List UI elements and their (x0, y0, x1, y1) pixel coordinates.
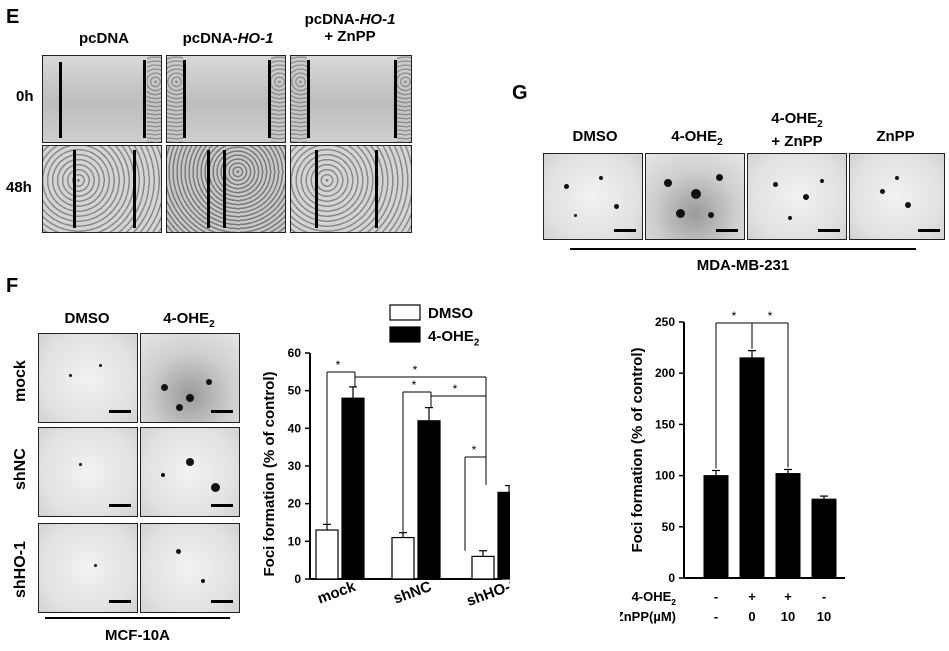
panel-g-cell-line: MDA-MB-231 (696, 257, 790, 274)
panel-f-cell-line-bar (45, 617, 230, 619)
treatment-cell: 10 (817, 609, 831, 624)
y-tick-label: 30 (288, 459, 302, 473)
sig-star: * (768, 309, 773, 323)
treatment-cell: - (714, 589, 718, 604)
y-axis-label: Foci formation (% of control) (261, 372, 278, 577)
x-tick-label: mock (315, 578, 358, 608)
y-tick-label: 200 (655, 366, 675, 380)
foci-image-f-mock-dmso (38, 333, 138, 423)
panel-f-bar-chart: 0 10 20 30 40 50 60 Foci formation (% of contro… (261, 304, 510, 610)
y-tick-label: 100 (655, 469, 675, 483)
y-tick-label: 150 (655, 417, 675, 431)
y-tick-label: 50 (662, 520, 676, 534)
wound-image-pcdna-0h (42, 55, 162, 143)
legend-swatch-4ohe2 (389, 326, 421, 343)
foci-image-f-shho1-4ohe2 (140, 523, 240, 613)
y-tick-label: 20 (288, 497, 302, 511)
foci-image-f-shho1-dmso (38, 523, 138, 613)
foci-image-g-dmso (543, 153, 643, 240)
wound-image-pcdna-ho1-48h (166, 145, 286, 233)
panel-g-cell-line-bar (570, 248, 916, 250)
y-axis-label: Foci formation (% of control) (629, 348, 646, 553)
treatment-row-label: ZnPP(µM) (620, 609, 676, 624)
sig-star: * (453, 382, 458, 396)
treatment-cell: + (748, 589, 756, 604)
foci-image-g-znpp (849, 153, 945, 240)
wound-image-ho1-znpp-0h (290, 55, 412, 143)
wound-image-pcdna-ho1-0h (166, 55, 286, 143)
bar-dmso (391, 536, 415, 580)
bar-dmso (471, 555, 495, 580)
sig-star: * (732, 309, 737, 323)
bar (811, 498, 837, 579)
panel-g-letter: G (512, 82, 528, 104)
treatment-cell: - (714, 609, 718, 624)
wound-image-ho1-znpp-48h (290, 145, 412, 233)
x-tick-label: shNC (391, 578, 434, 607)
panel-g-col-znpp: ZnPP (876, 128, 915, 145)
sig-star: * (412, 378, 417, 392)
panel-e-col-label-2: pcDNA-HO-1 (182, 30, 274, 47)
bar (703, 475, 729, 579)
panel-f-row-mock: mock (12, 360, 29, 402)
legend-swatch-dmso (389, 304, 421, 321)
y-tick-label: 250 (655, 315, 675, 329)
sig-star: * (413, 363, 418, 377)
sig-star: * (336, 358, 341, 372)
foci-image-f-mock-4ohe2 (140, 333, 240, 423)
bar-4ohe2 (497, 491, 510, 580)
sig-star: * (472, 443, 477, 457)
panel-f-row-shho1: shHO-1 (12, 541, 29, 598)
bar (739, 357, 765, 579)
bar-4ohe2 (417, 420, 441, 580)
foci-image-g-4ohe2-znpp (747, 153, 847, 240)
treatment-cell: 10 (781, 609, 795, 624)
wound-image-pcdna-48h (42, 145, 162, 233)
panel-e-col-label-3: pcDNA-HO-1 + ZnPP (304, 11, 396, 45)
y-tick-label: 60 (288, 346, 302, 360)
y-tick-label: 40 (288, 421, 302, 435)
panel-g-col-dmso: DMSO (572, 128, 618, 145)
panel-f-cell-line: MCF-10A (104, 627, 170, 644)
y-tick-label: 0 (294, 572, 301, 586)
bar (775, 473, 801, 579)
panel-f-letter: F (6, 275, 19, 297)
y-tick-label: 50 (288, 384, 302, 398)
panel-e-row-48h: 48h (6, 179, 32, 196)
treatment-row-label: 4-OHE2 (632, 589, 677, 607)
treatment-cell: 0 (748, 609, 755, 624)
panel-f-row-shnc: shNC (12, 448, 29, 490)
legend-label-4ohe2: 4-OHE2 (428, 328, 480, 349)
bar-dmso (315, 529, 339, 580)
panel-g-col-4ohe2: 4-OHE2 (671, 128, 723, 148)
y-tick-label: 0 (668, 571, 675, 585)
y-tick-label: 10 (288, 534, 302, 548)
panel-f-col-dmso: DMSO (64, 310, 110, 327)
panel-e-row-0h: 0h (16, 88, 34, 105)
panel-f-col-4ohe2: 4-OHE2 (163, 310, 215, 330)
panel-g-col-4ohe2-znpp: 4-OHE2 + ZnPP (771, 110, 823, 150)
bar-4ohe2 (341, 397, 365, 580)
treatment-cell: - (822, 589, 826, 604)
foci-image-g-4ohe2 (645, 153, 745, 240)
panel-e-col-label-1: pcDNA (78, 30, 129, 47)
treatment-cell: + (784, 589, 792, 604)
foci-image-f-shnc-dmso (38, 427, 138, 517)
x-tick-label: shHO-1 (464, 576, 510, 610)
legend-label-dmso: DMSO (428, 305, 473, 322)
panel-e-letter: E (6, 6, 20, 28)
foci-image-f-shnc-4ohe2 (140, 427, 240, 517)
